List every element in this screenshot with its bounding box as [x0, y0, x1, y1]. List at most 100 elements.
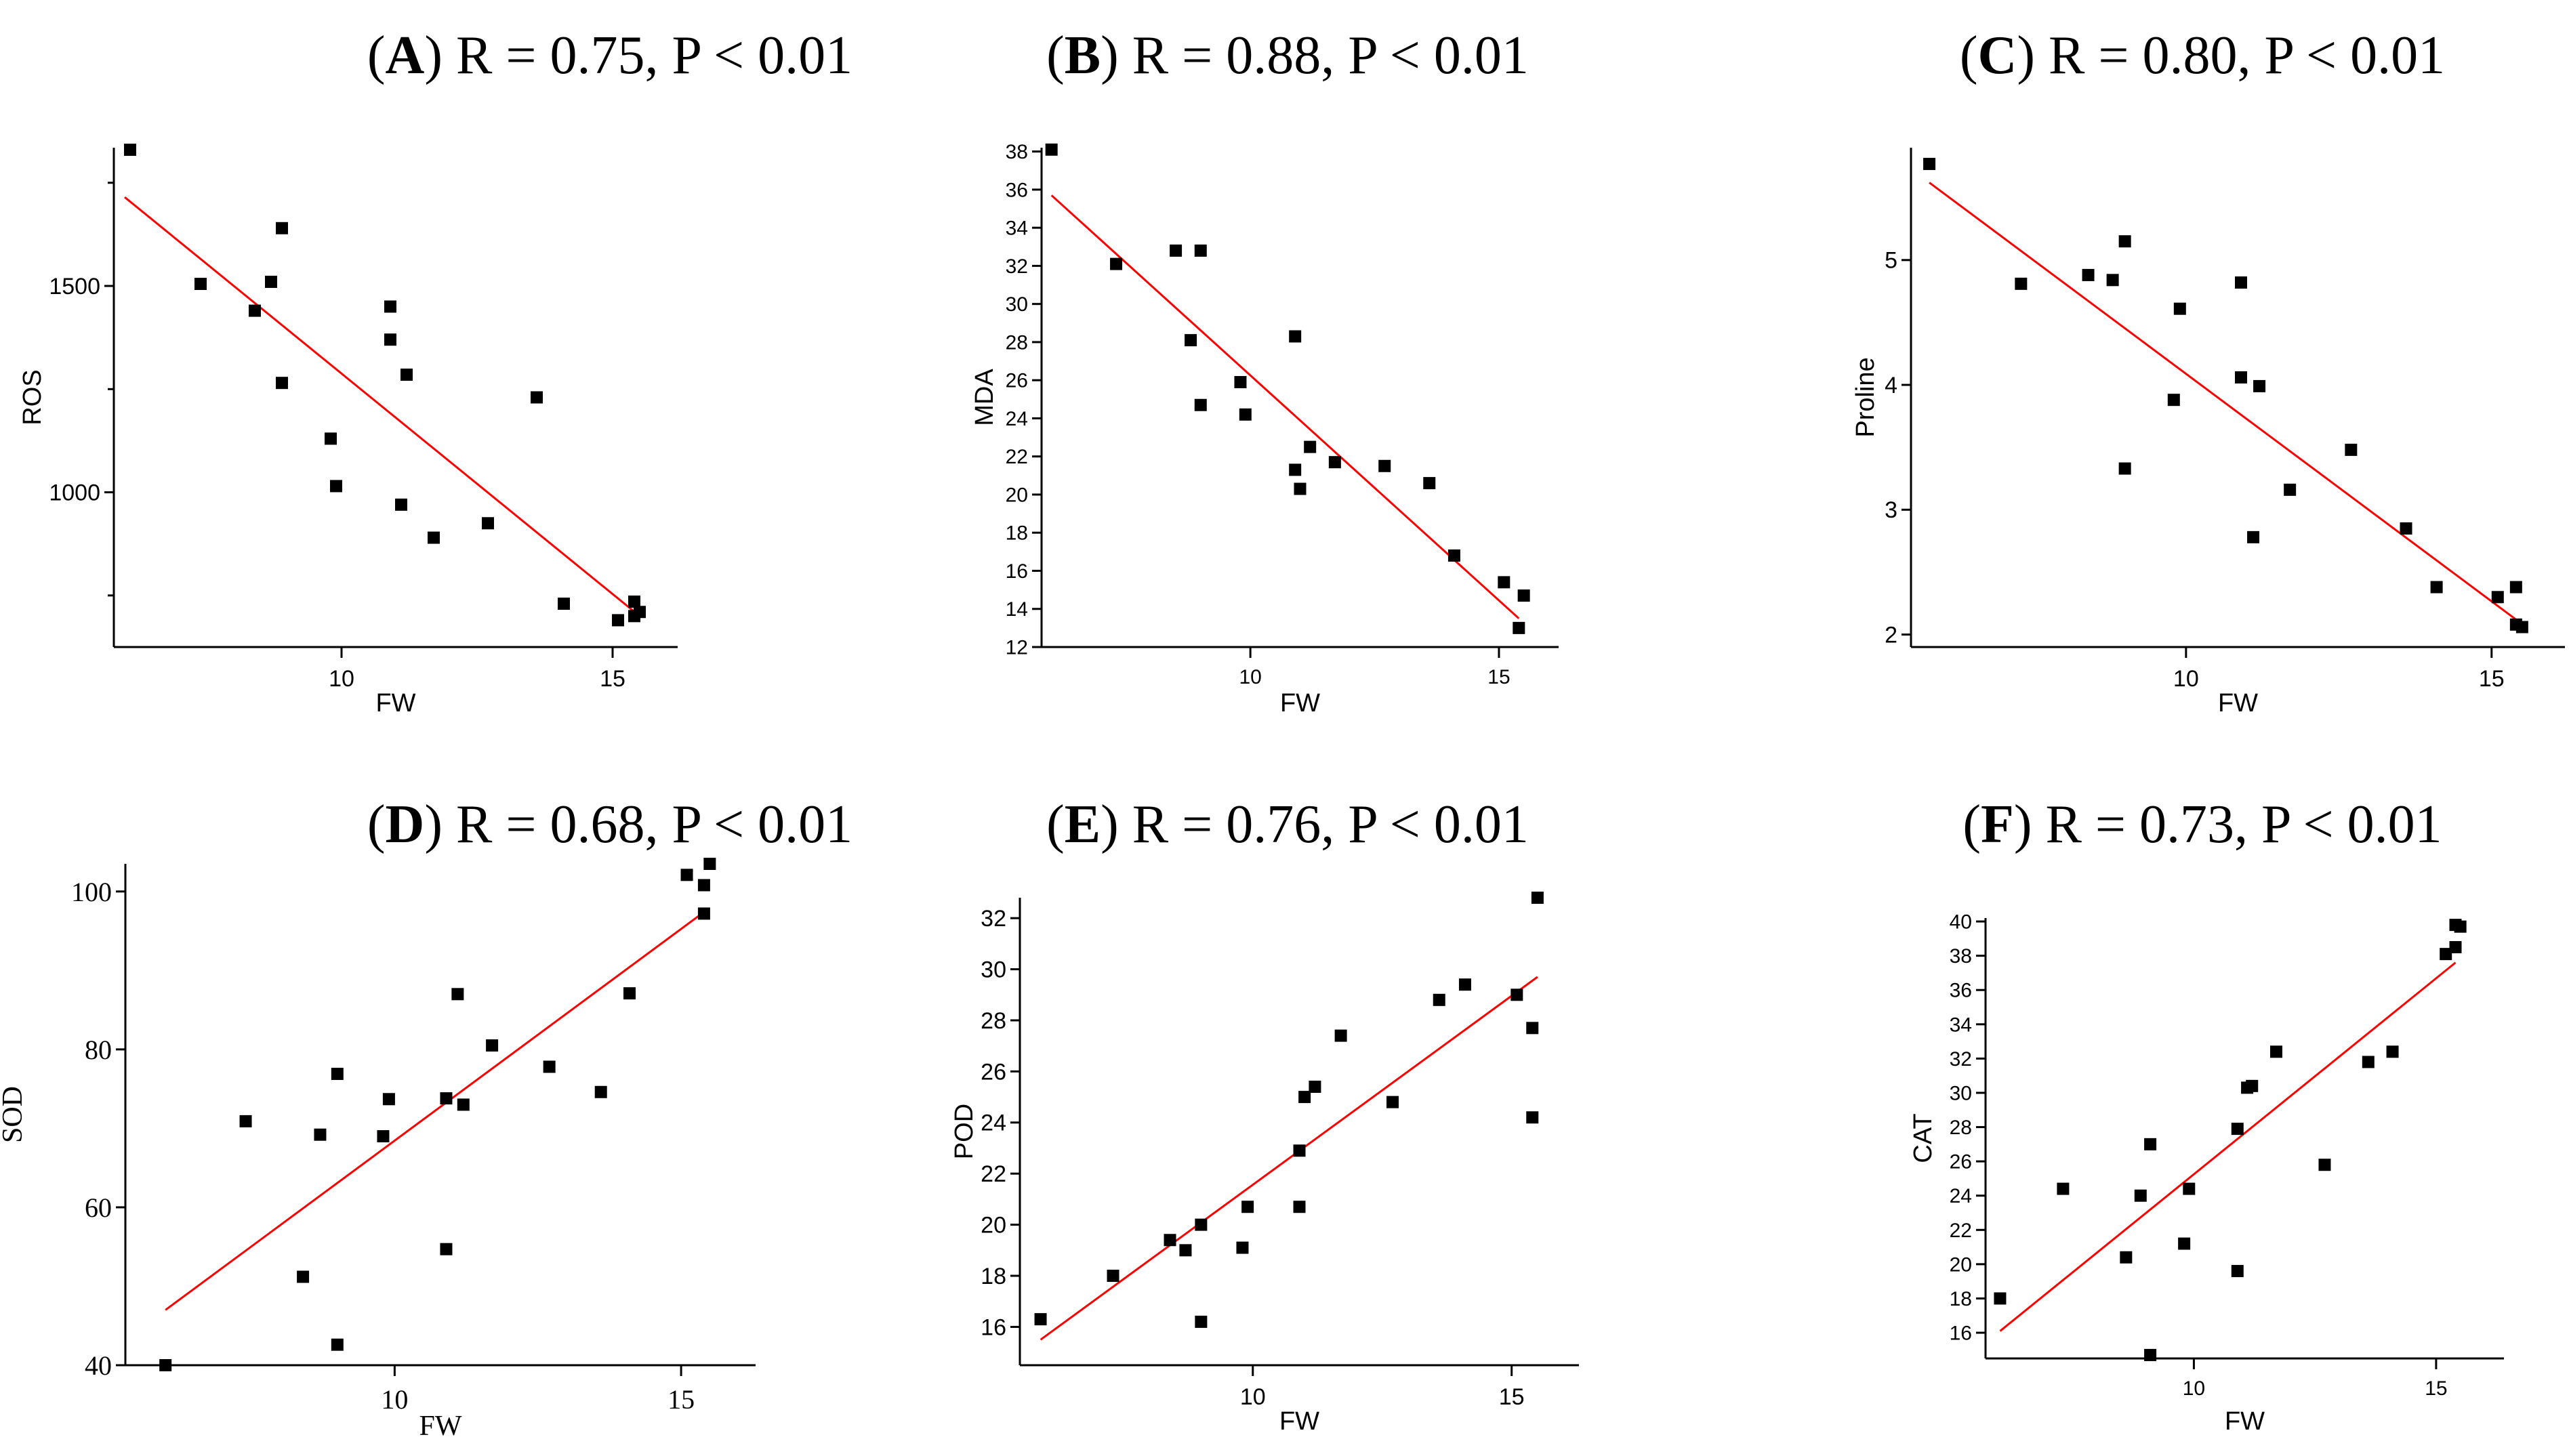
data-point: [382, 1093, 395, 1106]
panel-c-regression-line: [1929, 182, 2517, 621]
y-tick-label: 32: [1950, 1048, 1972, 1070]
data-point: [2509, 581, 2522, 594]
data-point: [249, 304, 261, 317]
data-point: [1447, 549, 1460, 562]
data-point: [1458, 978, 1471, 991]
data-point: [330, 480, 342, 493]
panel-b: (B) R = 0.88, P < 0.01 10 15 12 14 16 18 20 22 24…: [970, 26, 1559, 717]
data-point: [1309, 1081, 1321, 1094]
data-point: [2231, 1265, 2244, 1278]
panel-d: (D) R = 0.68, P < 0.01 10 15 40 60 80 100 FW SOD: [0, 795, 852, 1442]
y-tick-label: 100: [71, 877, 112, 907]
data-point: [1239, 408, 1252, 421]
data-point: [2118, 235, 2131, 248]
data-point: [543, 1060, 556, 1073]
data-point: [2247, 531, 2260, 543]
y-tick-label: 1000: [49, 480, 100, 505]
y-tick-label: 38: [1950, 945, 1972, 968]
data-point: [1185, 334, 1197, 347]
y-tick-label: 26: [1950, 1151, 1972, 1173]
data-point: [1045, 143, 1058, 156]
y-tick-label: 36: [1950, 980, 1972, 1002]
data-point: [1510, 989, 1523, 1001]
panel-a-x-label: FW: [375, 689, 415, 717]
data-point: [1531, 892, 1544, 904]
panel-c: (C) R = 0.80, P < 0.01 10 15 2 3 4 5 FW Proline: [1851, 26, 2565, 717]
y-tick-label: 4: [1885, 373, 1897, 398]
data-point: [2173, 302, 2186, 315]
data-point: [384, 333, 396, 346]
y-tick-label: 16: [1950, 1323, 1972, 1345]
data-point: [124, 144, 136, 157]
data-point: [1195, 1315, 1208, 1328]
data-point: [1994, 1292, 2007, 1305]
data-point: [2178, 1237, 2191, 1250]
data-point: [159, 1359, 172, 1371]
data-point: [2362, 1056, 2375, 1068]
panel-d-title: (D) R = 0.68, P < 0.01: [367, 795, 852, 854]
data-point: [482, 517, 494, 530]
panel-b-letter: B: [1065, 26, 1101, 85]
data-point: [276, 222, 288, 234]
data-point: [194, 278, 207, 290]
data-point: [297, 1270, 310, 1283]
y-tick-label: 30: [981, 957, 1006, 982]
data-point: [325, 432, 337, 445]
y-tick-label: 3: [1885, 497, 1897, 523]
y-tick-label: 28: [1950, 1117, 1972, 1139]
data-point: [1194, 398, 1207, 411]
data-point: [2082, 268, 2095, 281]
panel-e-stats: ) R = 0.76, P < 0.01: [1101, 795, 1529, 854]
y-tick-label: 28: [981, 1008, 1006, 1034]
data-point: [1194, 244, 1207, 257]
data-point: [1498, 576, 1510, 589]
data-point: [451, 988, 464, 1001]
data-point: [1195, 1218, 1208, 1231]
data-point: [1513, 621, 1525, 634]
panel-e: (E) R = 0.76, P < 0.01 10 15 16 18 20 22 24 26 28…: [950, 795, 1579, 1436]
data-point: [594, 1085, 607, 1098]
y-tick-label: 24: [1950, 1185, 1972, 1207]
panel-f-title: (F) R = 0.73, P < 0.01: [1962, 795, 2442, 854]
data-point: [1526, 1111, 1539, 1124]
data-point: [1334, 1029, 1347, 1042]
data-point: [1110, 257, 1123, 270]
data-point: [2253, 379, 2266, 392]
panel-c-title: (C) R = 0.80, P < 0.01: [1960, 26, 2445, 85]
panel-f: (F) R = 0.73, P < 0.01 10 15 16 18 20 22 24 26 28…: [1909, 795, 2504, 1436]
data-point: [1289, 330, 1302, 343]
data-point: [2106, 274, 2119, 287]
y-tick-label: 40: [1950, 911, 1972, 934]
data-point: [1034, 1313, 1047, 1326]
y-tick-label: 80: [85, 1035, 112, 1065]
x-tick-label: 15: [1487, 666, 1510, 688]
data-point: [1293, 1201, 1306, 1213]
panel-c-y-label: Proline: [1851, 357, 1880, 437]
y-tick-label: 24: [1006, 408, 1028, 430]
y-tick-label: 26: [1006, 370, 1028, 392]
data-point: [276, 377, 288, 390]
data-point: [331, 1338, 344, 1351]
data-point: [1517, 589, 1530, 602]
data-point: [612, 614, 624, 627]
data-point: [558, 598, 570, 610]
y-tick-label: 5: [1885, 248, 1897, 274]
data-point: [2015, 277, 2028, 290]
panel-c-stats: ) R = 0.80, P < 0.01: [2017, 26, 2445, 85]
data-point: [2120, 1251, 2133, 1264]
data-point: [428, 531, 440, 544]
panel-f-y-label: CAT: [1909, 1113, 1937, 1163]
y-tick-label: 34: [1950, 1014, 1972, 1036]
panel-f-letter: F: [1981, 795, 2014, 854]
data-point: [2440, 948, 2452, 961]
panel-a: (A) R = 0.75, P < 0.01 10 15 1000 1500 FW ROS: [18, 26, 852, 717]
data-point: [1107, 1270, 1119, 1283]
data-point: [1164, 1234, 1176, 1247]
y-tick-label: 12: [1006, 637, 1028, 659]
y-tick-label: 18: [1950, 1288, 1972, 1310]
panel-d-regression-line: [165, 911, 705, 1311]
data-point: [2449, 940, 2462, 953]
data-point: [1304, 440, 1317, 453]
data-point: [2386, 1045, 2399, 1058]
